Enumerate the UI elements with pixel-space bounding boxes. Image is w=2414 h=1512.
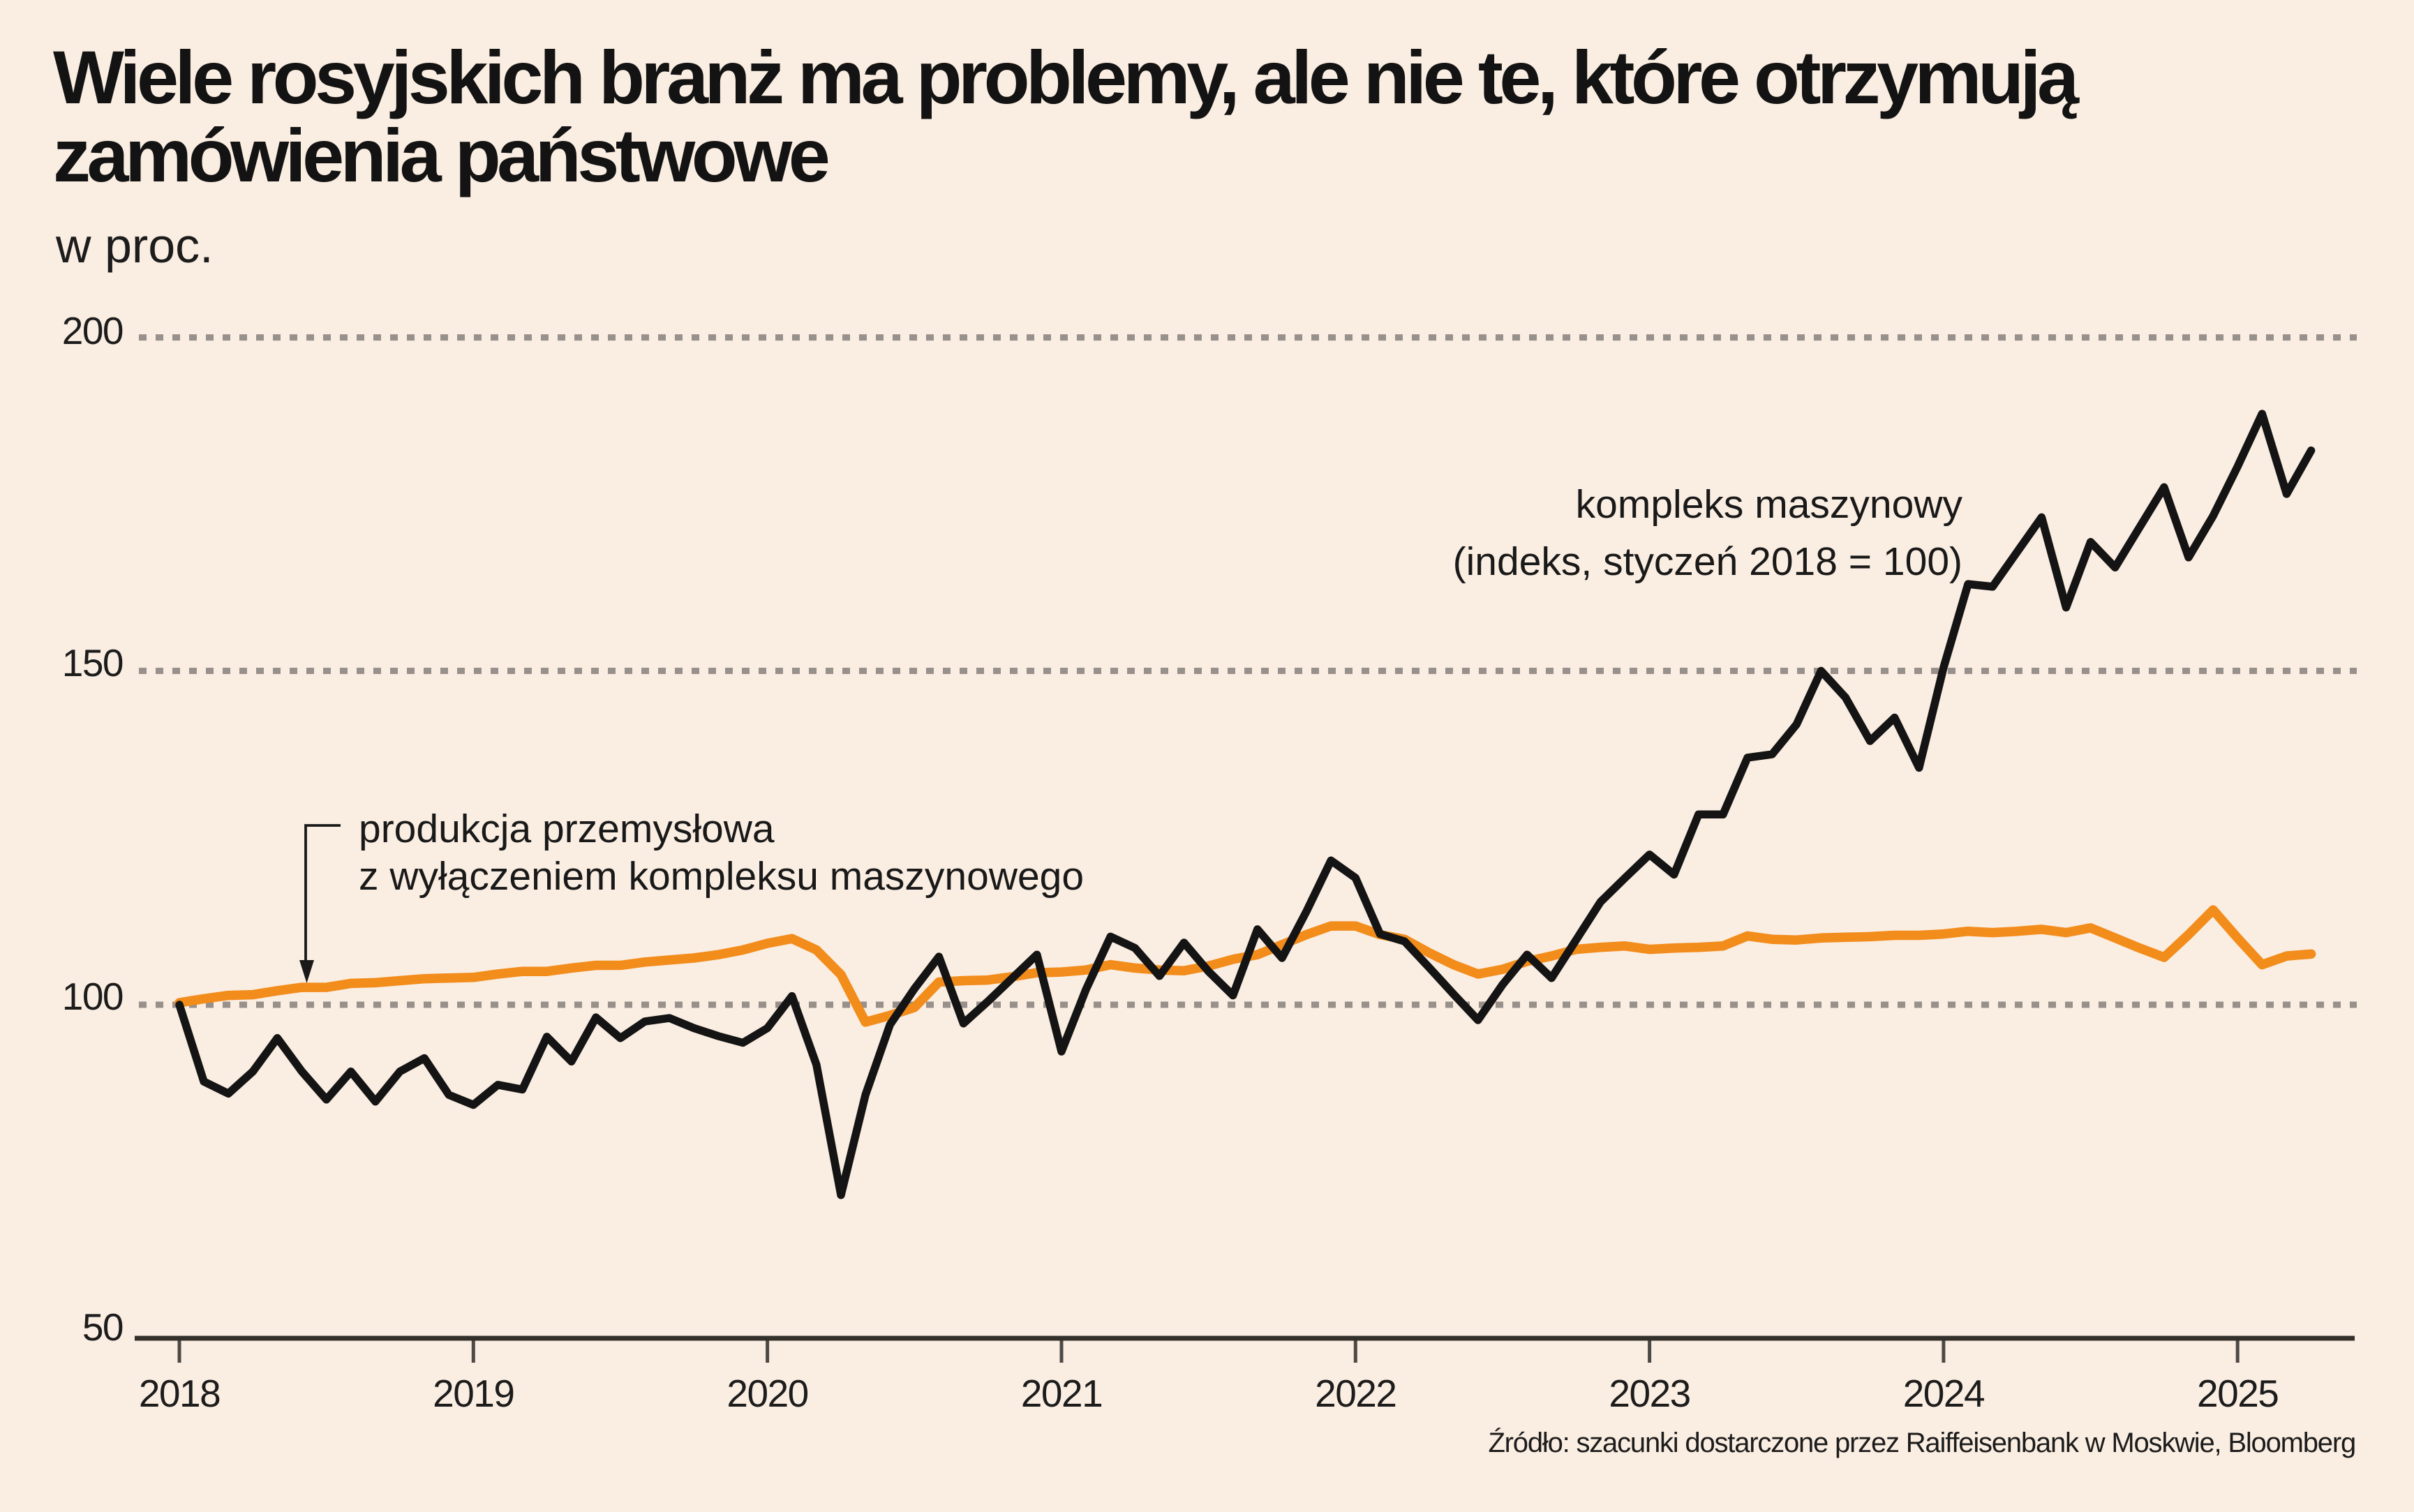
svg-text:2020: 2020: [727, 1372, 807, 1415]
svg-text:50: 50: [82, 1305, 123, 1349]
svg-text:2021: 2021: [1021, 1372, 1102, 1415]
svg-text:2024: 2024: [1903, 1372, 1984, 1415]
svg-text:2025: 2025: [2197, 1372, 2278, 1415]
svg-text:200: 200: [62, 309, 123, 352]
svg-text:2018: 2018: [139, 1372, 220, 1415]
svg-text:150: 150: [62, 641, 123, 684]
svg-text:produkcja przemysłowa: produkcja przemysłowa: [359, 807, 775, 851]
svg-text:(indeks, styczeń 2018 = 100): (indeks, styczeń 2018 = 100): [1453, 539, 1962, 584]
svg-text:kompleks maszynowy: kompleks maszynowy: [1576, 482, 1963, 527]
svg-text:2022: 2022: [1315, 1372, 1396, 1415]
svg-text:100: 100: [62, 975, 123, 1018]
svg-text:2019: 2019: [433, 1372, 514, 1415]
svg-text:2023: 2023: [1609, 1372, 1690, 1415]
svg-text:Źródło: szacunki dostarczone p: Źródło: szacunki dostarczone przez Raiff…: [1488, 1427, 2355, 1458]
svg-text:z wyłączeniem kompleksu maszyn: z wyłączeniem kompleksu maszynowego: [359, 854, 1084, 899]
